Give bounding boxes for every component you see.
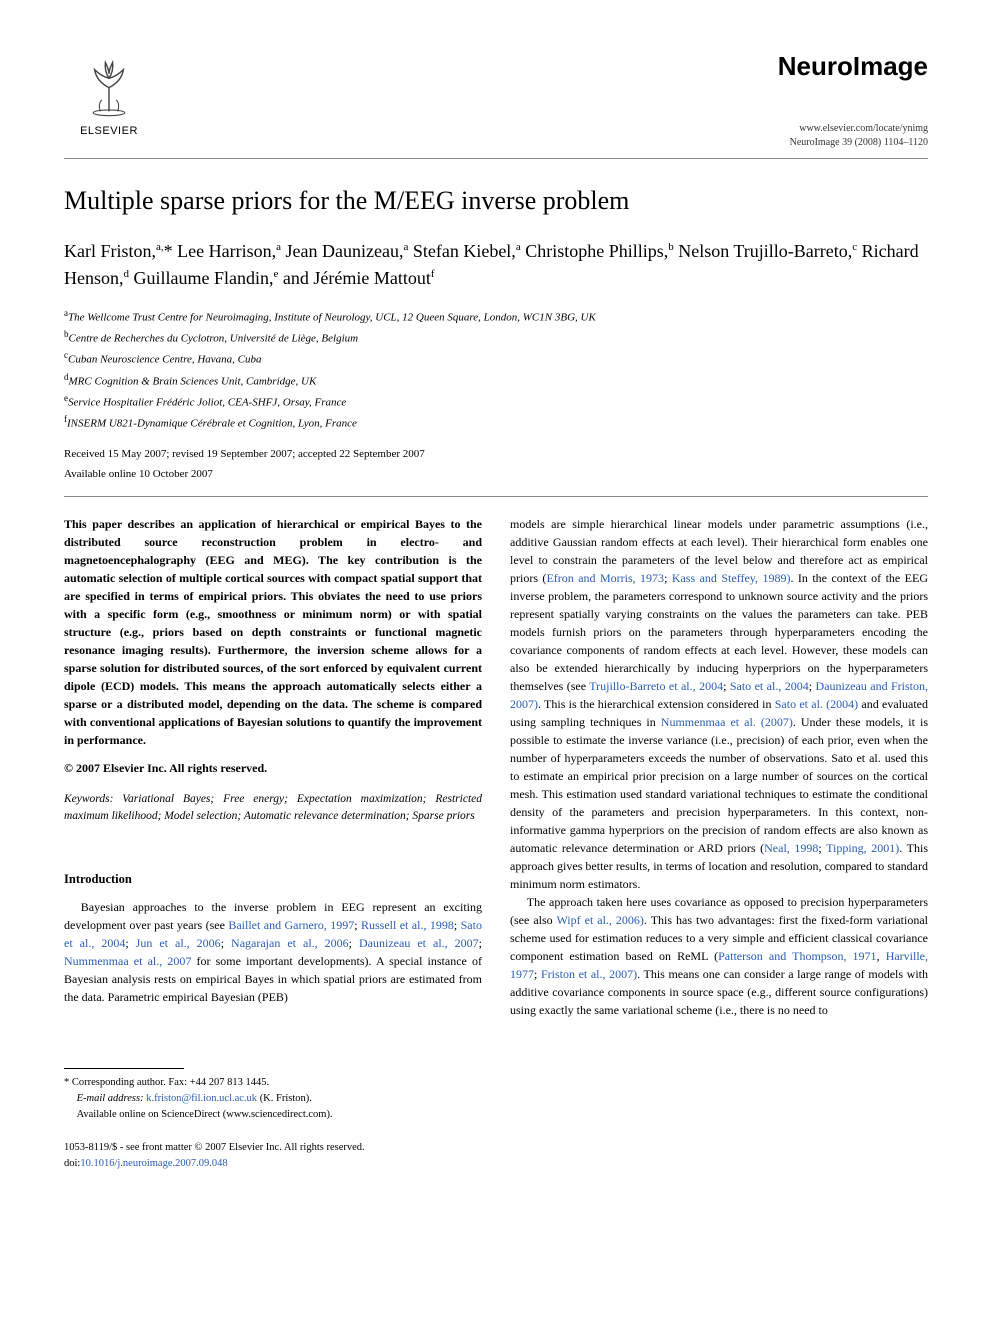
- affiliation: eService Hospitalier Frédéric Joliot, CE…: [64, 391, 928, 412]
- elsevier-tree-icon: [73, 48, 145, 120]
- email-link[interactable]: k.friston@fil.ion.ucl.ac.uk: [146, 1093, 257, 1104]
- citation-link[interactable]: Neal, 1998: [764, 841, 818, 855]
- citation-link[interactable]: Wipf et al., 2006): [556, 913, 644, 927]
- abstract-copyright: © 2007 Elsevier Inc. All rights reserved…: [64, 759, 482, 777]
- affiliation: dMRC Cognition & Brain Sciences Unit, Ca…: [64, 370, 928, 391]
- citation-link[interactable]: Nummenmaa et al. (2007): [661, 715, 793, 729]
- body-paragraph-2: The approach taken here uses covariance …: [510, 893, 928, 1019]
- affiliation: cCuban Neuroscience Centre, Havana, Cuba: [64, 348, 928, 369]
- citation-link[interactable]: Nagarajan et al., 2006: [231, 936, 349, 950]
- journal-citation: NeuroImage 39 (2008) 1104–1120: [778, 136, 928, 150]
- keywords-list: Variational Bayes; Free energy; Expectat…: [64, 793, 482, 822]
- footnote-block: * Corresponding author. Fax: +44 207 813…: [64, 1075, 482, 1122]
- citation-link[interactable]: Patterson and Thompson, 1971: [718, 949, 876, 963]
- section-divider: [64, 496, 928, 497]
- body-paragraph-1: models are simple hierarchical linear mo…: [510, 515, 928, 893]
- affiliation: bCentre de Recherches du Cyclotron, Univ…: [64, 327, 928, 348]
- article-title: Multiple sparse priors for the M/EEG inv…: [64, 183, 928, 219]
- citation-link[interactable]: Sato et al., 2004: [730, 679, 809, 693]
- email-label: E-mail address:: [77, 1093, 144, 1104]
- citation-link[interactable]: Tipping, 2001): [826, 841, 899, 855]
- left-column: This paper describes an application of h…: [64, 515, 482, 1123]
- corresponding-author: * Corresponding author. Fax: +44 207 813…: [64, 1075, 482, 1091]
- publisher-logo: ELSEVIER: [64, 48, 154, 139]
- citation-link[interactable]: Jun et al., 2006: [136, 936, 221, 950]
- journal-block: NeuroImage www.elsevier.com/locate/ynimg…: [778, 48, 928, 150]
- right-column: models are simple hierarchical linear mo…: [510, 515, 928, 1123]
- citation-link[interactable]: Russell et al., 1998: [361, 918, 454, 932]
- two-column-body: This paper describes an application of h…: [64, 515, 928, 1123]
- doi-link[interactable]: 10.1016/j.neuroimage.2007.09.048: [80, 1158, 227, 1169]
- received-dates: Received 15 May 2007; revised 19 Septemb…: [64, 447, 928, 462]
- publisher-name: ELSEVIER: [80, 124, 138, 139]
- citation-link[interactable]: Nummenmaa et al., 2007: [64, 954, 191, 968]
- doi-label: doi:: [64, 1158, 80, 1169]
- citation-link[interactable]: Baillet and Garnero, 1997: [228, 918, 354, 932]
- corresponding-email: E-mail address: k.friston@fil.ion.ucl.ac…: [77, 1091, 482, 1107]
- affiliations-list: aThe Wellcome Trust Centre for Neuroimag…: [64, 306, 928, 434]
- issn-line: 1053-8119/$ - see front matter © 2007 El…: [64, 1141, 928, 1156]
- section-heading-introduction: Introduction: [64, 870, 482, 889]
- affiliation: fINSERM U821-Dynamique Cérébrale et Cogn…: [64, 412, 928, 433]
- journal-url: www.elsevier.com/locate/ynimg: [778, 122, 928, 136]
- citation-link[interactable]: Trujillo-Barreto et al., 2004: [589, 679, 723, 693]
- available-online-date: Available online 10 October 2007: [64, 467, 928, 482]
- doi-line: doi:10.1016/j.neuroimage.2007.09.048: [64, 1157, 928, 1172]
- authors-list: Karl Friston,a,* Lee Harrison,a Jean Dau…: [64, 238, 928, 292]
- journal-name: NeuroImage: [778, 48, 928, 84]
- citation-link[interactable]: Friston et al., 2007): [541, 967, 637, 981]
- citation-link[interactable]: Sato et al. (2004): [775, 697, 858, 711]
- email-who: (K. Friston).: [260, 1093, 312, 1104]
- keywords-label: Keywords:: [64, 793, 113, 805]
- citation-link[interactable]: Efron and Morris, 1973: [546, 571, 664, 585]
- journal-header: ELSEVIER NeuroImage www.elsevier.com/loc…: [64, 48, 928, 159]
- citation-link[interactable]: Daunizeau et al., 2007: [359, 936, 479, 950]
- affiliation: aThe Wellcome Trust Centre for Neuroimag…: [64, 306, 928, 327]
- abstract-text: This paper describes an application of h…: [64, 515, 482, 749]
- sciencedirect-note: Available online on ScienceDirect (www.s…: [77, 1107, 482, 1123]
- citation-link[interactable]: Kass and Steffey, 1989): [672, 571, 791, 585]
- keywords: Keywords: Variational Bayes; Free energy…: [64, 791, 482, 826]
- footnote-separator: [64, 1068, 184, 1069]
- intro-paragraph-1: Bayesian approaches to the inverse probl…: [64, 898, 482, 1006]
